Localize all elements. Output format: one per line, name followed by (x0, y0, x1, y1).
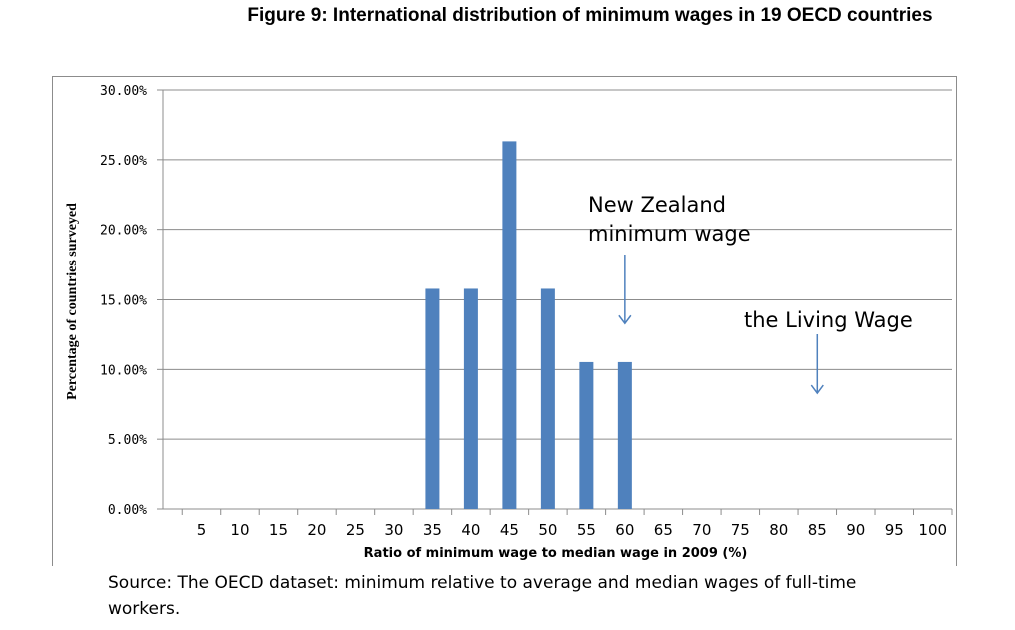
x-tick-label: 5 (197, 521, 207, 539)
x-tick-label: 40 (461, 521, 480, 539)
bar (617, 361, 632, 509)
bar (463, 288, 478, 509)
x-tick-label: 80 (769, 521, 788, 539)
x-tick-label: 30 (384, 521, 403, 539)
x-tick-label: 25 (346, 521, 365, 539)
x-tick-label: 60 (615, 521, 634, 539)
x-tick-label: 15 (269, 521, 288, 539)
x-tick-label: 55 (577, 521, 596, 539)
annotation-label: the Living Wage (744, 308, 913, 332)
bar (425, 288, 440, 509)
chart-area-border (52, 76, 957, 566)
x-tick-label: 20 (307, 521, 326, 539)
x-tick-label: 50 (538, 521, 557, 539)
annotation-label: New Zealand (588, 193, 726, 217)
y-tick-label: 5.00% (108, 433, 147, 448)
bar (540, 288, 555, 509)
x-tick-label: 85 (808, 521, 827, 539)
x-tick-label: 75 (731, 521, 750, 539)
y-tick-label: 30.00% (100, 84, 147, 99)
y-tick-label: 25.00% (100, 154, 147, 169)
x-tick-label: 70 (692, 521, 711, 539)
x-tick-label: 65 (654, 521, 673, 539)
bar (502, 141, 517, 509)
bar (579, 361, 594, 509)
y-tick-label: 10.00% (100, 363, 147, 378)
x-tick-label: 10 (230, 521, 249, 539)
source-note: Source: The OECD dataset: minimum relati… (108, 573, 857, 619)
x-tick-label: 100 (918, 521, 947, 539)
bar-chart: 0.00% 5.00% 10.00% 15.00% 20.00% 25.00% 30.00%… (65, 84, 953, 561)
x-tick-label: 35 (423, 521, 442, 539)
y-tick-label: 0.00% (108, 503, 147, 518)
x-axis-label: Ratio of minimum wage to median wage in … (364, 546, 748, 561)
annotation-arrowhead (618, 314, 632, 325)
x-tick-label: 45 (500, 521, 519, 539)
annotation-arrowhead (810, 384, 824, 395)
annotation-label: minimum wage (588, 222, 751, 246)
y-axis-label: Percentage of countries surveyed (65, 203, 80, 400)
x-tick-label: 95 (885, 521, 904, 539)
y-tick-label: 20.00% (100, 224, 147, 239)
x-tick-label: 90 (846, 521, 865, 539)
y-tick-label: 15.00% (100, 294, 147, 309)
chart-title: Figure 9: International distribution of … (247, 5, 933, 26)
